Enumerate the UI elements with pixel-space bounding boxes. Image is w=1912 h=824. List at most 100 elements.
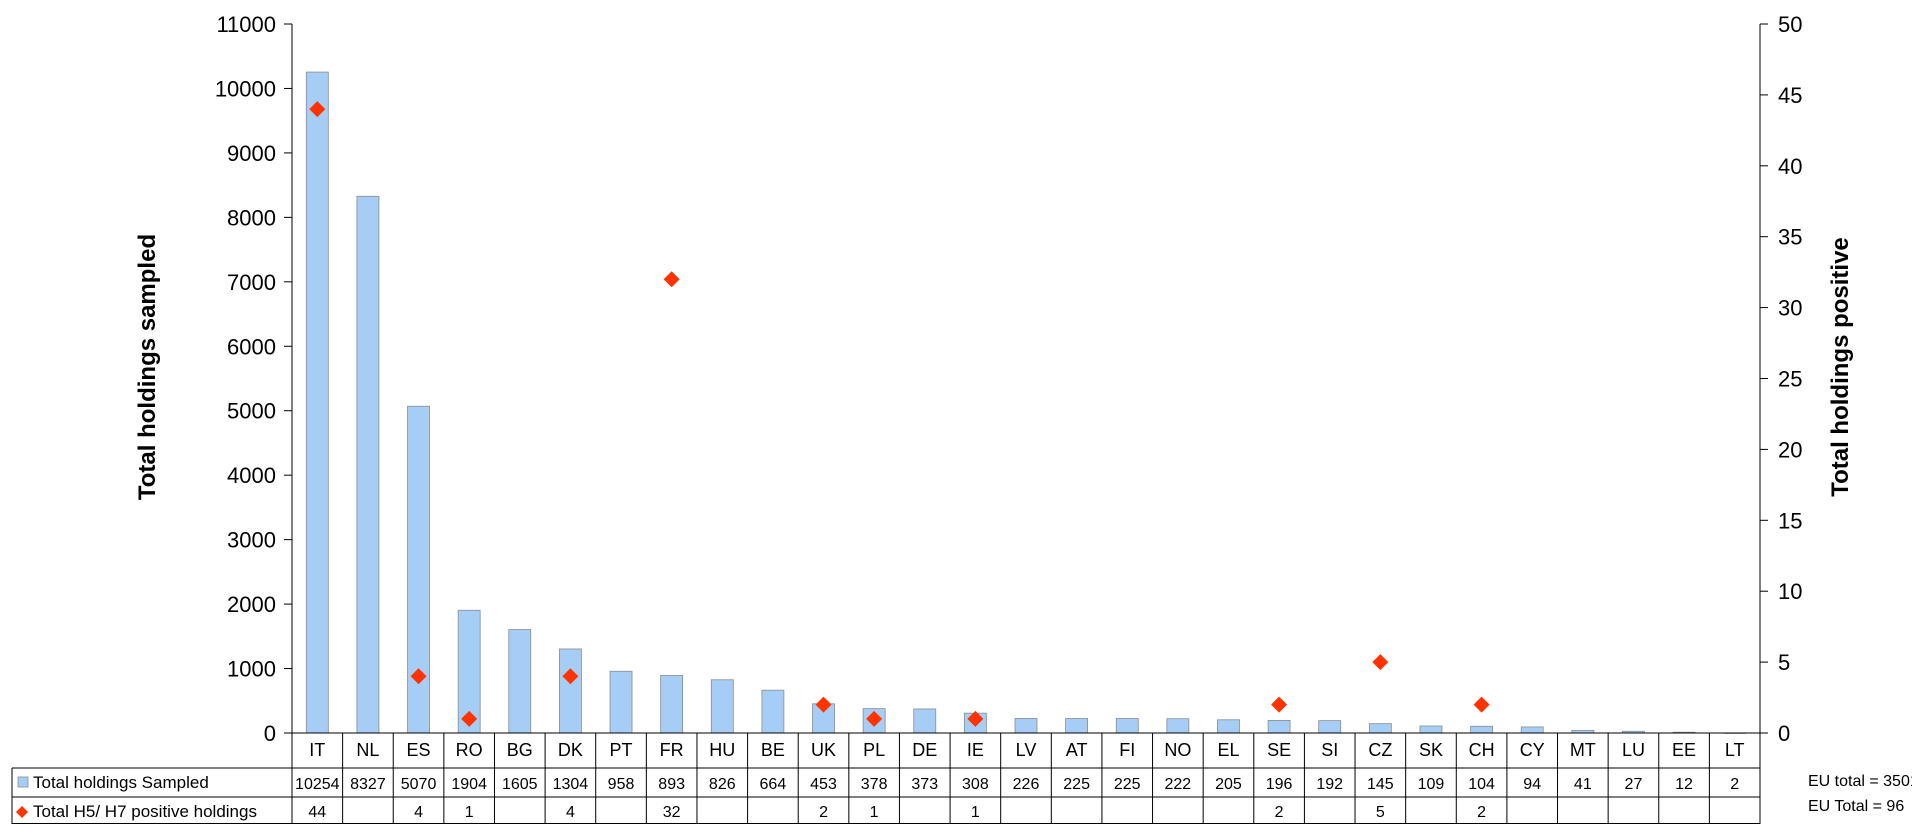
- category-label-NL: NL: [356, 740, 379, 760]
- left-tick-label: 11000: [216, 12, 276, 37]
- point-UK: [815, 696, 832, 713]
- bar-DE: [913, 708, 937, 734]
- cell-positive-RO: 1: [465, 804, 474, 821]
- cell-sampled-NO: 222: [1165, 776, 1192, 793]
- category-label-DE: DE: [912, 740, 937, 760]
- left-tick-label: 6000: [227, 334, 276, 359]
- category-label-BG: BG: [507, 740, 533, 760]
- cell-sampled-SI: 192: [1316, 776, 1343, 793]
- bar-DK: [559, 648, 582, 734]
- right-tick-label: 50: [1778, 12, 1802, 37]
- point-FR: [663, 271, 680, 288]
- category-label-LV: LV: [1016, 740, 1037, 760]
- category-label-ES: ES: [407, 740, 431, 760]
- category-label-UK: UK: [811, 740, 836, 760]
- legend-sampled-label: Total holdings Sampled: [33, 773, 209, 792]
- bar-CZ: [1368, 723, 1392, 734]
- right-tick-label: 20: [1778, 437, 1802, 462]
- point-DK: [562, 668, 579, 685]
- cell-sampled-CZ: 145: [1367, 776, 1394, 793]
- cell-positive-ES: 4: [414, 804, 423, 821]
- cell-sampled-SK: 109: [1418, 776, 1445, 793]
- category-label-PL: PL: [863, 740, 885, 760]
- y-axis-title: Total holdings sampled: [134, 234, 161, 500]
- left-tick-label: 3000: [227, 528, 276, 553]
- right-tick-label: 5: [1778, 650, 1790, 675]
- category-label-SI: SI: [1321, 740, 1338, 760]
- cell-sampled-CY: 94: [1523, 776, 1541, 793]
- bar-CY: [1520, 726, 1544, 734]
- category-label-CY: CY: [1520, 740, 1545, 760]
- bar-BG: [508, 629, 532, 734]
- cell-sampled-FR: 893: [658, 776, 685, 793]
- right-tick-label: 25: [1778, 367, 1802, 392]
- bar-SK: [1419, 725, 1443, 734]
- bar-BE: [761, 689, 785, 734]
- cell-sampled-EL: 205: [1215, 776, 1242, 793]
- right-tick-label: 15: [1778, 508, 1802, 533]
- cell-sampled-LV: 226: [1013, 776, 1040, 793]
- cell-positive-UK: 2: [819, 804, 828, 821]
- left-tick-label: 5000: [227, 399, 276, 424]
- category-label-RO: RO: [456, 740, 483, 760]
- left-tick-label: 10000: [215, 76, 276, 101]
- cell-sampled-BE: 664: [760, 776, 787, 793]
- left-y-axis: 0 1000 2000 3000 4000 5000 6000 7000 8000 9000 100…: [215, 12, 293, 746]
- category-label-SE: SE: [1267, 740, 1291, 760]
- right-tick-label: 45: [1778, 83, 1802, 108]
- category-label-EL: EL: [1217, 740, 1239, 760]
- cell-sampled-RO: 1904: [451, 776, 487, 793]
- point-IE: [967, 710, 984, 727]
- category-label-BE: BE: [761, 740, 785, 760]
- cell-sampled-EE: 12: [1675, 776, 1693, 793]
- category-label-AT: AT: [1066, 740, 1088, 760]
- bar-AT: [1065, 718, 1089, 734]
- point-IT: [309, 101, 326, 118]
- bar-PT: [609, 670, 633, 734]
- left-tick-label: 7000: [227, 270, 276, 295]
- cell-positive-SE: 2: [1275, 804, 1284, 821]
- cell-sampled-PL: 378: [861, 776, 888, 793]
- right-tick-label: 30: [1778, 296, 1802, 321]
- right-y-axis: 0 5 10 15 20 25 30 35 40 45 50: [1759, 12, 1802, 746]
- category-label-SK: SK: [1419, 740, 1443, 760]
- cell-sampled-LU: 27: [1625, 776, 1643, 793]
- left-tick-label: 9000: [227, 141, 276, 166]
- left-tick-label: 0: [264, 721, 276, 746]
- cell-sampled-IE: 308: [962, 776, 989, 793]
- bar-CH: [1470, 725, 1493, 734]
- cell-sampled-AT: 225: [1063, 776, 1090, 793]
- category-label-IT: IT: [309, 740, 325, 760]
- cell-sampled-SE: 196: [1266, 776, 1293, 793]
- bar-SI: [1318, 720, 1342, 734]
- cell-positive-FR: 32: [663, 804, 681, 821]
- point-PL: [866, 710, 883, 727]
- category-label-EE: EE: [1672, 740, 1696, 760]
- right-tick-label: 40: [1778, 154, 1802, 179]
- left-tick-label: 1000: [227, 657, 276, 682]
- cell-sampled-BG: 1605: [502, 776, 538, 793]
- bar-NL: [356, 195, 380, 734]
- cell-sampled-DK: 1304: [553, 776, 589, 793]
- cell-sampled-DE: 373: [911, 776, 938, 793]
- cell-sampled-IT: 10254: [295, 776, 340, 793]
- cell-sampled-NL: 8327: [350, 776, 386, 793]
- category-label-NO: NO: [1164, 740, 1191, 760]
- category-label-LU: LU: [1622, 740, 1645, 760]
- cell-positive-IE: 1: [971, 804, 980, 821]
- category-label-LT: LT: [1725, 740, 1745, 760]
- category-label-CH: CH: [1469, 740, 1495, 760]
- bar-IT: [305, 71, 329, 734]
- right-tick-label: 10: [1778, 579, 1802, 604]
- left-tick-label: 8000: [227, 205, 276, 230]
- diamond-series: [309, 101, 1490, 727]
- point-CH: [1473, 696, 1490, 713]
- cell-positive-IT: 44: [308, 804, 326, 821]
- bar-HU: [710, 679, 734, 734]
- cell-sampled-LT: 2: [1730, 776, 1739, 793]
- cell-positive-CH: 2: [1477, 804, 1486, 821]
- category-label-FR: FR: [660, 740, 684, 760]
- legend-diamond-swatch: [16, 806, 28, 818]
- legend-positive-label: Total H5/ H7 positive holdings: [33, 802, 257, 821]
